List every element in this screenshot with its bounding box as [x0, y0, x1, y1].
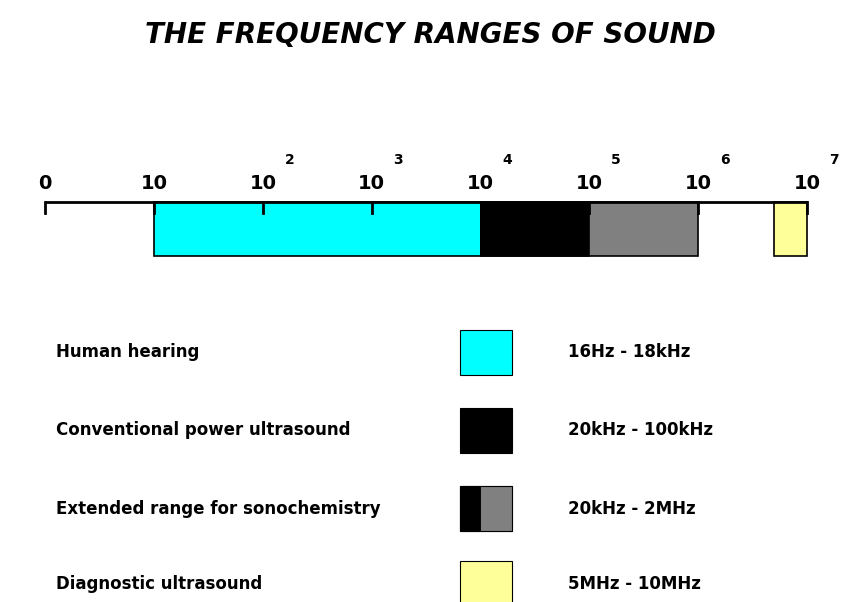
Bar [481, 202, 589, 256]
Text: 10: 10 [685, 174, 712, 193]
Bar [154, 202, 481, 256]
Text: 4: 4 [502, 153, 512, 167]
Text: Conventional power ultrasound: Conventional power ultrasound [56, 421, 350, 439]
Text: 5MHz - 10MHz: 5MHz - 10MHz [568, 575, 701, 593]
Text: 10: 10 [359, 174, 385, 193]
Text: 5: 5 [611, 153, 621, 167]
Text: 10: 10 [794, 174, 820, 193]
Text: Diagnostic ultrasound: Diagnostic ultrasound [56, 575, 262, 593]
Text: 20kHz - 100kHz: 20kHz - 100kHz [568, 421, 713, 439]
Text: 20kHz - 2MHz: 20kHz - 2MHz [568, 500, 695, 518]
Text: 10: 10 [576, 174, 603, 193]
Text: 7: 7 [829, 153, 838, 167]
Text: 10: 10 [467, 174, 494, 193]
Text: 0: 0 [39, 174, 52, 193]
Bar [774, 202, 807, 256]
Text: 6: 6 [720, 153, 729, 167]
Text: Extended range for sonochemistry: Extended range for sonochemistry [56, 500, 380, 518]
Text: 10: 10 [249, 174, 276, 193]
Text: Human hearing: Human hearing [56, 343, 200, 361]
Text: 2: 2 [285, 153, 294, 167]
Text: 3: 3 [394, 153, 403, 167]
Text: 10: 10 [140, 174, 168, 193]
Text: THE FREQUENCY RANGES OF SOUND: THE FREQUENCY RANGES OF SOUND [144, 21, 716, 49]
Text: 16Hz - 18kHz: 16Hz - 18kHz [568, 343, 690, 361]
Bar [481, 202, 698, 256]
